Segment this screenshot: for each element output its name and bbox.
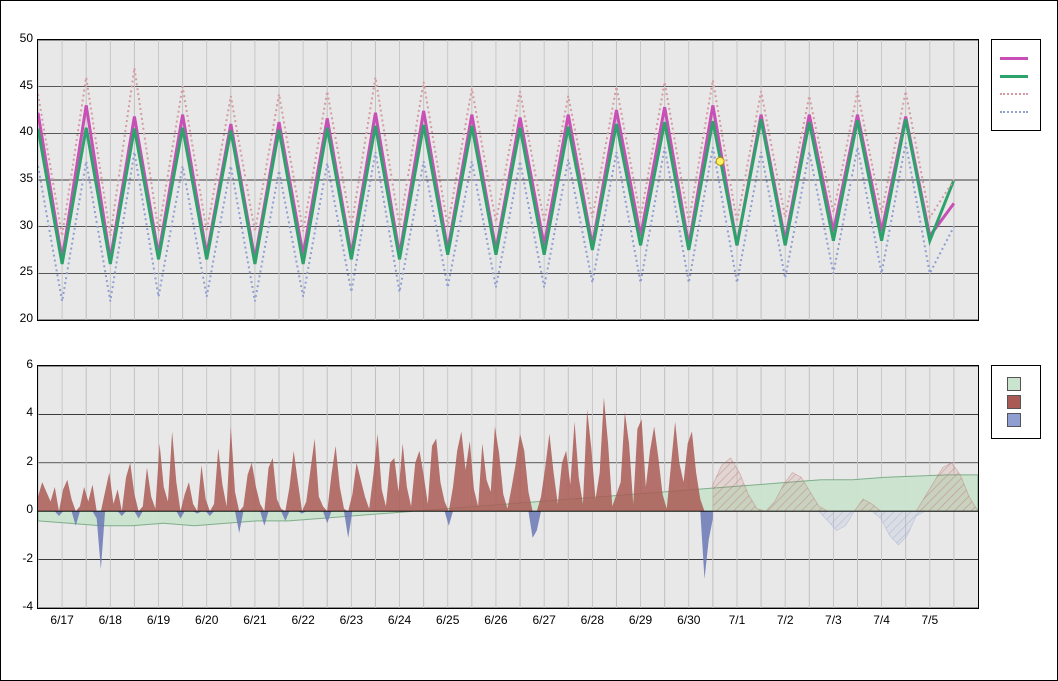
x-tick-label: 6/20 (192, 613, 222, 627)
x-tick-label: 7/1 (722, 613, 752, 627)
x-tick-label: 6/18 (95, 613, 125, 627)
y-tick-label: -2 (22, 551, 33, 565)
y-tick-label: 2 (26, 454, 33, 468)
legend-item (1000, 52, 1032, 64)
x-tick-label: 6/29 (626, 613, 656, 627)
legend-item (1000, 70, 1032, 82)
legend-item (1000, 106, 1032, 118)
x-tick-label: 6/17 (47, 613, 77, 627)
y-tick-label: 40 (20, 124, 33, 138)
bottom-chart-wrap: -4-20246 6/176/186/196/206/216/226/236/2… (37, 365, 1041, 614)
y-tick-label: 4 (26, 405, 33, 419)
legend-item (1000, 378, 1032, 390)
y-tick-label: 30 (20, 218, 33, 232)
x-tick-label: 7/5 (915, 613, 945, 627)
x-tick-label: 6/21 (240, 613, 270, 627)
x-tick-label: 6/30 (674, 613, 704, 627)
y-tick-label: 35 (20, 171, 33, 185)
x-tick-label: 6/25 (433, 613, 463, 627)
x-tick-label: 6/23 (336, 613, 366, 627)
y-tick-label: -4 (22, 599, 33, 613)
x-tick-label: 7/2 (770, 613, 800, 627)
y-tick-label: 45 (20, 78, 33, 92)
x-tick-label: 6/19 (144, 613, 174, 627)
y-tick-label: 20 (20, 311, 33, 325)
legend-item (1000, 414, 1032, 426)
y-tick-label: 0 (26, 502, 33, 516)
y-tick-label: 25 (20, 264, 33, 278)
x-tick-label: 6/27 (529, 613, 559, 627)
legend-item (1000, 396, 1032, 408)
top-legend (991, 39, 1041, 131)
x-tick-label: 7/3 (818, 613, 848, 627)
y-tick-label: 6 (26, 357, 33, 371)
x-tick-label: 6/22 (288, 613, 318, 627)
bottom-chart-plot (37, 365, 979, 609)
legend-item (1000, 88, 1032, 100)
top-chart-wrap: 20253035404550 (37, 39, 1041, 326)
x-tick-label: 6/28 (577, 613, 607, 627)
x-tick-label: 6/24 (385, 613, 415, 627)
x-tick-label: 6/26 (481, 613, 511, 627)
chart-container: 20253035404550 -4-20246 6/176/186/196/20… (0, 0, 1058, 681)
x-tick-label: 7/4 (867, 613, 897, 627)
y-tick-label: 50 (20, 31, 33, 45)
top-chart-plot (37, 39, 979, 321)
bottom-legend (991, 365, 1041, 439)
